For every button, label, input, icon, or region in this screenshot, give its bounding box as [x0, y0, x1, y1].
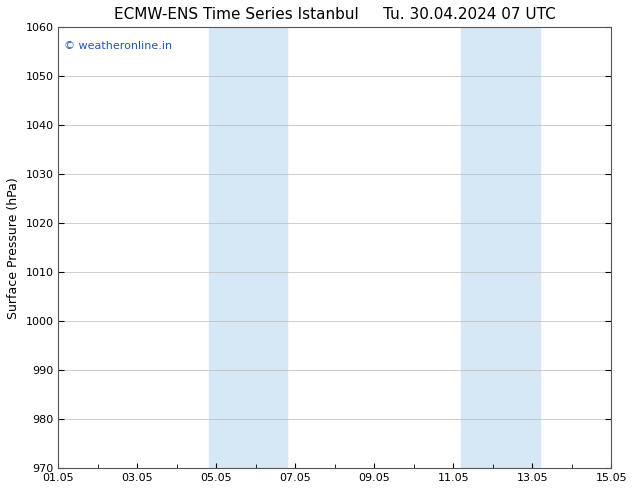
Bar: [209, 27, 287, 468]
Bar: [461, 27, 540, 468]
Text: © weatheronline.in: © weatheronline.in: [64, 41, 172, 50]
Title: ECMW-ENS Time Series Istanbul     Tu. 30.04.2024 07 UTC: ECMW-ENS Time Series Istanbul Tu. 30.04.…: [114, 7, 556, 22]
Y-axis label: Surface Pressure (hPa): Surface Pressure (hPa): [7, 177, 20, 318]
